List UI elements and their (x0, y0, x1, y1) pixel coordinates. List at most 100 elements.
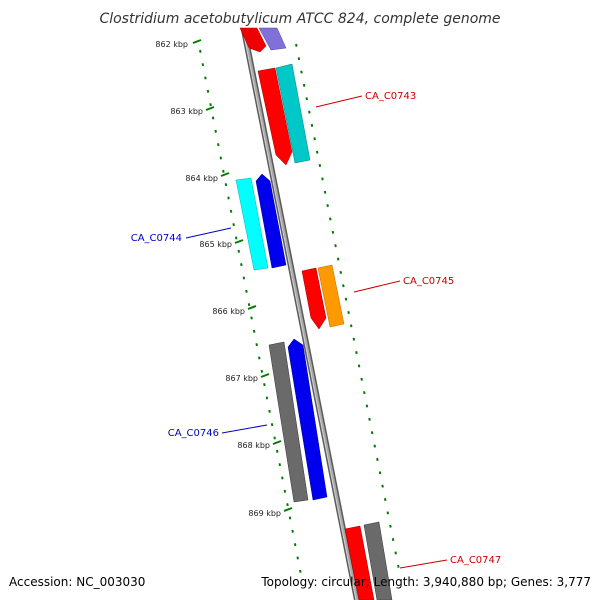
tick-mark (199, 49, 202, 53)
tick-mark (250, 316, 253, 320)
gene-labels: CA_C0743 CA_C0744 CA_C0745 CA_C0746 CA_C… (131, 91, 501, 569)
tick-mark (394, 551, 397, 555)
tick-mark (321, 177, 324, 181)
tick-mark (373, 444, 377, 448)
gene-arrow[interactable] (258, 27, 287, 51)
gene-label-ca-c0744[interactable]: CA_C0744 (131, 233, 182, 244)
tick-mark (295, 43, 298, 47)
tick-mark (240, 263, 243, 267)
tick-mark (357, 364, 361, 368)
tick-mark (234, 236, 238, 240)
tick-mark (355, 351, 358, 355)
tick-mark (296, 556, 300, 560)
gene-arrow[interactable] (239, 27, 267, 53)
tick-mark (245, 289, 248, 293)
tick-mark (273, 436, 276, 440)
tick-mark (260, 369, 264, 373)
tick-mark (360, 377, 363, 381)
genome-summary: Topology: circular; Length: 3,940,880 bp… (260, 575, 591, 589)
gene-arrow[interactable] (235, 177, 269, 271)
tick-mark (344, 297, 348, 301)
kbp-label: 868 kbp (237, 441, 270, 450)
kbp-label: 864 kbp (185, 174, 218, 183)
tick-mark (391, 538, 395, 542)
tick-mark (242, 276, 246, 280)
tick-mark (299, 569, 302, 573)
tick-mark (275, 449, 279, 453)
gene-arrow[interactable] (257, 67, 293, 166)
tick-mark (378, 471, 382, 475)
tick-mark (300, 70, 303, 74)
tick-mark (339, 270, 343, 274)
tick-mark (227, 196, 230, 200)
tick-mark (216, 143, 220, 147)
tick-mark (286, 503, 289, 507)
tick-mark (368, 417, 371, 421)
tick-mark (323, 190, 327, 194)
gene-arrow[interactable] (317, 264, 345, 328)
gene-label-ca-c0745[interactable]: CA_C0745 (403, 276, 454, 287)
tick-mark (201, 63, 205, 67)
tick-mark (347, 310, 350, 315)
tick-mark (257, 356, 261, 360)
tick-mark (255, 343, 258, 347)
gene-arrow[interactable] (268, 341, 309, 503)
tick-mark (263, 383, 266, 387)
genome-backbone (241, 29, 360, 600)
tick-mark (331, 230, 335, 234)
tick-mark (211, 116, 215, 120)
tick-mark (252, 329, 256, 333)
gene-label-ca-c0746[interactable]: CA_C0746 (168, 428, 219, 439)
tick-mark (209, 103, 212, 107)
tick-mark (291, 529, 294, 533)
tick-mark (204, 76, 207, 80)
gene-arrow[interactable] (301, 267, 327, 330)
gene-features (235, 27, 393, 600)
tick-mark (310, 123, 314, 127)
gene-arrow[interactable] (344, 525, 375, 600)
tick-mark (336, 257, 340, 261)
tick-mark (206, 89, 210, 93)
kbp-label: 863 kbp (170, 107, 203, 116)
gene-label-ca-c0743[interactable]: CA_C0743 (365, 91, 416, 102)
tick-mark (326, 204, 329, 208)
gene-arrow[interactable] (363, 521, 393, 600)
tick-mark (305, 97, 309, 101)
tick-mark (265, 396, 269, 400)
tick-mark (302, 83, 306, 87)
tick-mark (365, 404, 369, 408)
tick-mark (268, 409, 271, 413)
gene-arrow[interactable] (287, 338, 328, 501)
tick-mark (283, 489, 287, 493)
tick-mark (349, 324, 353, 328)
tick-mark (313, 137, 316, 141)
kbp-label: 866 kbp (212, 307, 245, 316)
tick-mark (293, 543, 297, 547)
accession-label: Accession: NC_003030 (9, 575, 145, 589)
tick-marks (199, 43, 400, 573)
tick-mark (370, 431, 374, 435)
gene-arrow[interactable] (255, 173, 287, 269)
kbp-label: 865 kbp (199, 240, 232, 249)
tick-mark (389, 524, 392, 528)
tick-mark (342, 284, 345, 288)
genome-title: Clostridium acetobutylicum ATCC 824, com… (99, 11, 500, 27)
kbp-axis: 862 kbp 863 kbp 864 kbp 865 kbp 866 kbp … (155, 39, 293, 518)
tick-mark (219, 156, 223, 160)
tick-mark (386, 511, 390, 515)
gene-label-ca-c0747[interactable]: CA_C0747 (450, 555, 501, 566)
tick-mark (329, 217, 332, 221)
tick-mark (318, 164, 322, 168)
tick-mark (383, 497, 387, 502)
tick-mark (278, 463, 282, 467)
kbp-label: 867 kbp (225, 374, 258, 383)
tick-mark (229, 209, 233, 213)
tick-mark (281, 476, 284, 480)
tick-mark (315, 150, 319, 154)
tick-mark (270, 423, 274, 427)
tick-mark (397, 564, 400, 568)
tick-mark (237, 249, 241, 253)
tick-mark (247, 303, 251, 307)
gene-arrow[interactable] (275, 63, 311, 164)
